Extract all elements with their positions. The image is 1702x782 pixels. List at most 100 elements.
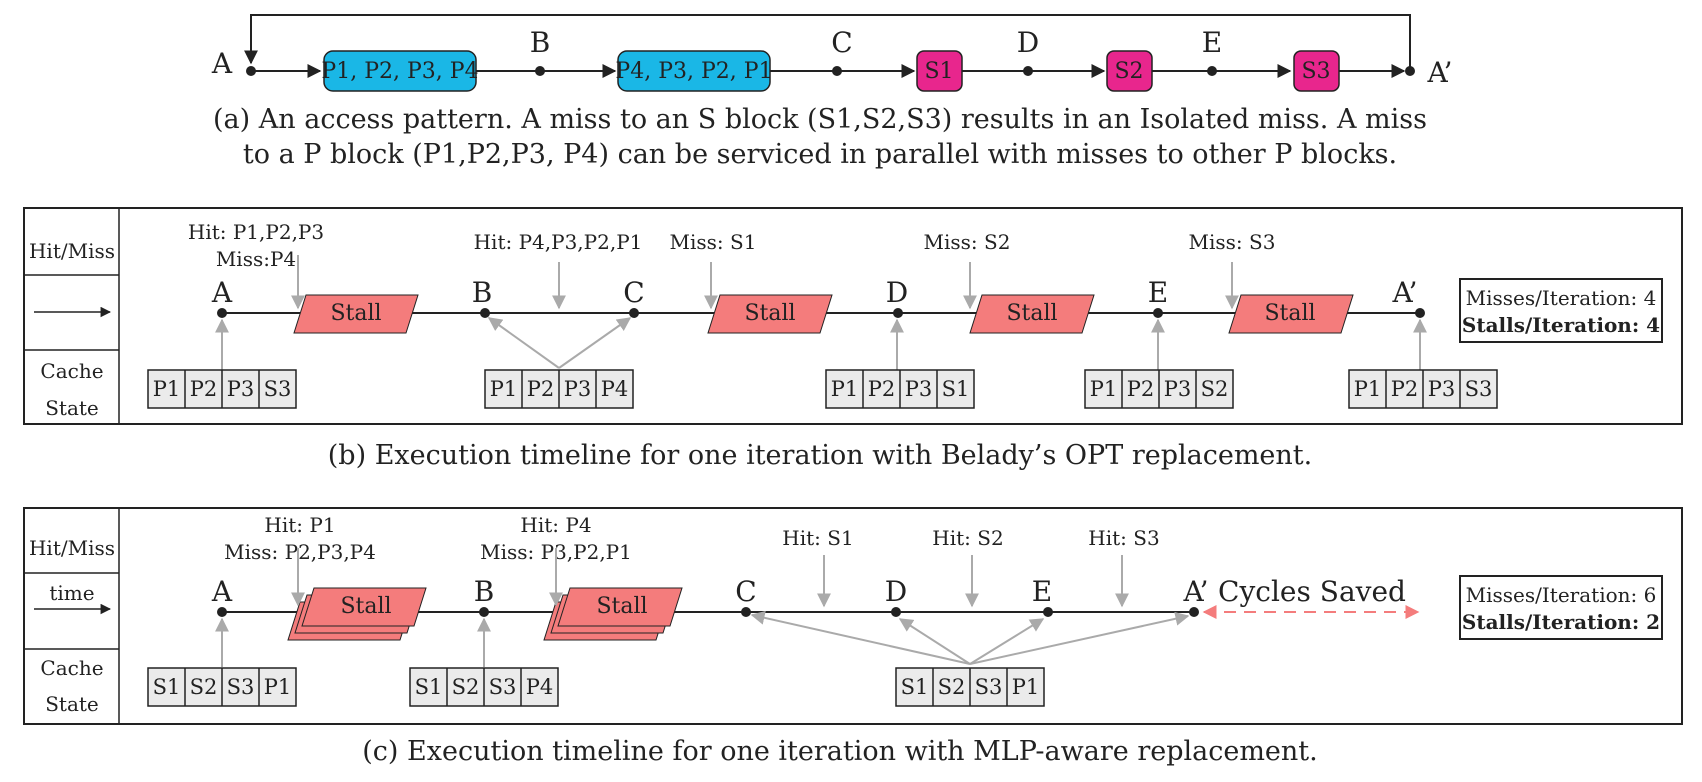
- node-dot: [479, 607, 489, 617]
- cache-cell: P1: [1012, 675, 1040, 699]
- node-label-b: B: [530, 26, 551, 59]
- event-label: Miss: P2,P3,P4: [224, 540, 376, 564]
- node-label-b: B: [472, 276, 493, 309]
- node-dot: [480, 308, 490, 318]
- node-label-d: D: [885, 575, 907, 608]
- panel-b-side-hitmiss: Hit/Miss: [29, 239, 115, 263]
- panel-a-caption-line1: (a) An access pattern. A miss to an S bl…: [213, 104, 1427, 135]
- cache-cell: S2: [938, 675, 966, 699]
- cache-cell: S1: [901, 675, 929, 699]
- event-label: Hit: S3: [1088, 526, 1159, 550]
- event-label: Hit: P1,P2,P3: [188, 220, 324, 244]
- panel-c-side-hitmiss: Hit/Miss: [29, 536, 115, 560]
- cache-cell: S1: [942, 377, 970, 401]
- node-dot: [1189, 607, 1199, 617]
- cache-cell: S3: [227, 675, 255, 699]
- panel-c-side-state: State: [45, 692, 99, 716]
- s-block-s1: [916, 50, 963, 92]
- panel-b-misses-per-iteration: Misses/Iteration: 4: [1466, 286, 1657, 310]
- cache-cell: P2: [1391, 377, 1419, 401]
- cache-cell: P4: [601, 377, 629, 401]
- cache-cell: P1: [1354, 377, 1382, 401]
- panel-c-stalls-per-iteration: Stalls/Iteration: 2: [1462, 610, 1660, 634]
- cache-cell: P1: [1090, 377, 1118, 401]
- node-label-e: E: [1148, 276, 1168, 309]
- node-label-a: A: [211, 575, 233, 608]
- node-label-c: C: [623, 276, 644, 309]
- stall-box: [707, 294, 833, 334]
- node-dot: [1153, 308, 1163, 318]
- node-dot: [246, 66, 256, 76]
- p-block-reverse-label: P4, P3, P2, P1: [615, 59, 772, 84]
- node-label-e: E: [1032, 575, 1052, 608]
- panel-b-caption: (b) Execution timeline for one iteration…: [328, 440, 1312, 471]
- panel-c-stats-box: [1459, 575, 1663, 640]
- node-label-d: D: [886, 276, 908, 309]
- cache-cell: P3: [1428, 377, 1456, 401]
- cache-state: P1 P2 P3 S2: [1084, 369, 1234, 409]
- node-dot: [535, 66, 545, 76]
- cache-cell: S2: [1201, 377, 1229, 401]
- cache-state-arrow: [487, 317, 560, 369]
- node-dot: [217, 308, 227, 318]
- panel-c-misses-per-iteration: Misses/Iteration: 6: [1466, 583, 1657, 607]
- cache-state-arrow: [750, 610, 971, 665]
- cache-cell: P1: [490, 377, 518, 401]
- cache-cell: P3: [905, 377, 933, 401]
- event-label: Miss: S2: [924, 230, 1011, 254]
- panel-c-mlp-timeline: Hit/Miss time Cache State Stall Stall A …: [23, 507, 1683, 767]
- s-block-s2: [1106, 50, 1153, 92]
- cache-cell: S3: [975, 675, 1003, 699]
- stall-label: Stall: [340, 594, 391, 619]
- stall-box: [1228, 294, 1354, 334]
- cache-cell: P2: [527, 377, 555, 401]
- cache-cell: P1: [831, 377, 859, 401]
- p-block-reverse: [617, 50, 771, 92]
- cache-cell: S1: [153, 675, 181, 699]
- cache-cell: P2: [1127, 377, 1155, 401]
- cache-cell: P1: [153, 377, 181, 401]
- node-label-a: A: [211, 276, 233, 309]
- node-label-b: B: [474, 575, 495, 608]
- cache-state: P1 P2 P3 S1: [825, 369, 975, 409]
- loop-back-arrow: [244, 14, 1411, 70]
- node-label-c: C: [735, 575, 756, 608]
- cache-cell: P2: [190, 377, 218, 401]
- cache-cell: P3: [227, 377, 255, 401]
- cache-cell: P2: [868, 377, 896, 401]
- event-label: Miss:P4: [216, 247, 296, 271]
- event-label: Miss: S3: [1189, 230, 1276, 254]
- node-dot: [1405, 66, 1415, 76]
- node-label-e: E: [1202, 26, 1222, 59]
- node-dot: [1023, 66, 1033, 76]
- cache-cell: S1: [415, 675, 443, 699]
- panel-b-stats-box: [1459, 278, 1663, 343]
- cache-state: P1 P2 P3 S3: [147, 369, 297, 409]
- panel-b-opt-timeline: Hit/Miss Cache State Stall Stall Stall S…: [23, 207, 1683, 471]
- s-block-s3: [1293, 50, 1340, 92]
- stall-label: Stall: [330, 301, 381, 326]
- panel-c-caption: (c) Execution timeline for one iteration…: [362, 736, 1317, 767]
- cache-state: S1 S2 S3 P4: [409, 667, 559, 707]
- node-dot: [832, 66, 842, 76]
- panel-b-side-cache: Cache: [40, 359, 103, 383]
- cache-state-arrow: [969, 618, 1045, 665]
- p-block-forward: [323, 50, 477, 92]
- panel-c-frame: [23, 507, 1683, 725]
- cache-state: S1 S2 S3 P1: [895, 667, 1045, 707]
- panel-a-access-pattern: A B C D E A’ P1, P2, P3, P4 P4, P3, P2, …: [211, 14, 1453, 170]
- event-label: Hit: S1: [782, 526, 853, 550]
- node-dot: [891, 607, 901, 617]
- stall-label: Stall: [1006, 301, 1057, 326]
- cache-state-arrow: [969, 611, 1190, 665]
- node-label-a-prime: A’: [1426, 56, 1452, 89]
- p-block-forward-label: P1, P2, P3, P4: [321, 59, 478, 84]
- event-label: Hit: P4: [520, 513, 591, 537]
- node-dot: [741, 607, 751, 617]
- cache-state-arrow: [898, 618, 971, 665]
- panel-b-side-state: State: [45, 396, 99, 420]
- stall-label: Stall: [596, 594, 647, 619]
- panel-b-stalls-per-iteration: Stalls/Iteration: 4: [1462, 313, 1660, 337]
- s-block-s1-label: S1: [924, 59, 953, 84]
